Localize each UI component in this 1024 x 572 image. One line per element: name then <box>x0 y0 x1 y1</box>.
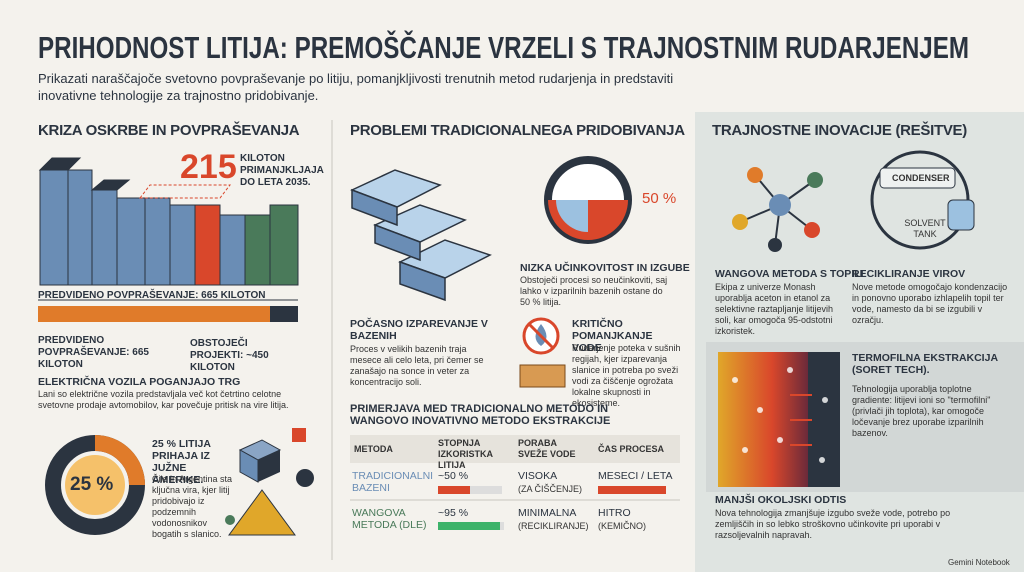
problem-heading: KRITIČNO POMANJKANJE VODE <box>572 318 653 354</box>
share-text: Čile in Argentina sta ključna vira, kjer… <box>152 474 233 539</box>
share-heading: 25 % LITIJA PRIHAJA IZ JUŽNE AMERIKE. <box>152 438 211 486</box>
table-cell: (ZA ČIŠČENJE) <box>518 484 583 494</box>
table-header: METODA <box>354 444 393 454</box>
table-cell: WANGOVA METODA (DLE) <box>352 507 427 531</box>
subtitle: Prikazati naraščajoče svetovno povprašev… <box>38 71 674 103</box>
table-cell: ~50 % <box>438 470 469 482</box>
table-header: ČAS PROCESA <box>598 444 665 454</box>
innovation-title: RECIKLIRANJE VIROV <box>852 268 966 280</box>
problem-text: Rudarjenje poteka v sušnih regijah, kjer… <box>572 343 681 408</box>
section-heading: PROBLEMI TRADICIONALNEGA PRIDOBIVANJA <box>350 122 685 139</box>
big-number: 215 <box>180 148 237 186</box>
section-heading: KRIZA OSKRBE IN POVPRAŠEVANJA <box>38 122 300 139</box>
innovation-title: MANJŠI OKOLJSKI ODTIS <box>715 494 847 506</box>
table-cell: ~95 % <box>438 507 469 519</box>
diagram-label: CONDENSER <box>892 173 950 183</box>
table-cell: TRADICIONALNI BAZENI <box>352 470 434 494</box>
diagram-label: SOLVENT TANK <box>904 218 946 239</box>
ev-heading: ELEKTRIČNA VOZILA POGANJAJO TRG <box>38 376 241 388</box>
table-cell: MINIMALNA <box>518 507 577 519</box>
innovation-text: Tehnologija uporablja toplotne gradiente… <box>852 384 991 438</box>
ev-text: Lani so električne vozila predstavljala … <box>38 389 289 410</box>
problem-heading: POČASNO IZPAREVANJE V BAZENIH <box>350 318 488 342</box>
problem-text: Obstoječi procesi so neučinkoviti, saj l… <box>520 275 668 307</box>
bar-label: PREDVIDENO POVPRAŠEVANJE: 665 KILOTON <box>38 290 266 301</box>
table-cell: HITRO <box>598 507 631 519</box>
table-header: PORABA SVEŽE VODE <box>518 438 576 459</box>
table-cell: (KEMIČNO) <box>598 521 646 531</box>
table-header: STOPNJA IZKORISTKA LITIJA <box>438 438 493 470</box>
section-heading: TRAJNOSTNE INOVACIJE (REŠITVE) <box>712 122 967 139</box>
innovation-title: TERMOFILNA EKSTRAKCIJA (SORET TECH). <box>852 352 998 376</box>
problem-text: Proces v velikih bazenih traja mesece al… <box>350 344 484 387</box>
innovation-text: Ekipa z univerze Monash uporablja aceton… <box>715 282 834 336</box>
table-cell: (RECIKLIRANJE) <box>518 521 589 531</box>
projects-label: OBSTOJEČI PROJEKTI: ~450 KILOTON <box>190 338 269 373</box>
table-heading: PRIMERJAVA MED TRADICIONALNO METODO IN W… <box>350 403 611 427</box>
problem-heading: NIZKA UČINKOVITOST IN IZGUBE <box>520 262 690 274</box>
table-cell: VISOKA <box>518 470 558 482</box>
gauge-value: 50 % <box>642 190 677 207</box>
demand-label: PREDVIDENO POVPRAŠEVANJE: 665 KILOTON <box>38 335 149 370</box>
big-label: KILOTON PRIMANJKLJAJA DO LETA 2035. <box>240 153 324 188</box>
innovation-text: Nove metode omogočajo kondenzacijo in po… <box>852 282 1008 325</box>
footer: Gemini Notebook <box>948 558 1010 567</box>
table-cell: MESECI / LETA <box>598 470 673 482</box>
title: PRIHODNOST LITIJA: PREMOŠČANJE VRZELI S … <box>38 30 970 65</box>
innovation-text: Nova tehnologija zmanjšuje izgubo sveže … <box>715 508 951 540</box>
donut-value: 25 % <box>70 474 114 495</box>
innovation-title: WANGOVA METODA S TOPILI <box>715 268 864 280</box>
